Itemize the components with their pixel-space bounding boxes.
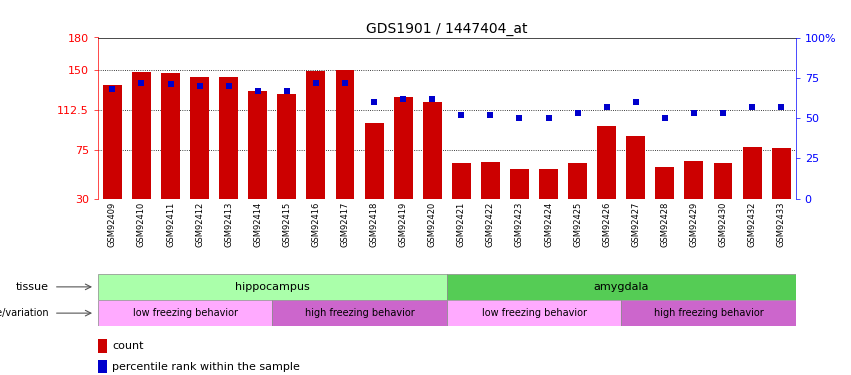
Bar (306, 71, 325, 199)
Bar (452, 163, 471, 199)
Point (745, 104, 759, 110)
Bar (220, 77, 238, 199)
Point (658, 115, 671, 121)
Bar (621, 300, 796, 326)
Bar (248, 91, 267, 199)
Text: genotype/variation: genotype/variation (0, 308, 49, 318)
Text: hippocampus: hippocampus (235, 282, 310, 292)
Text: tissue: tissue (16, 282, 49, 292)
Bar (98, 360, 107, 373)
Point (222, 83, 236, 89)
Point (163, 81, 177, 87)
Point (687, 110, 700, 116)
Point (193, 83, 207, 89)
Bar (132, 72, 151, 199)
Bar (277, 94, 296, 199)
Text: count: count (112, 341, 144, 351)
Bar (597, 126, 616, 199)
Text: low freezing behavior: low freezing behavior (133, 308, 237, 318)
Bar (510, 169, 529, 199)
Point (542, 115, 556, 121)
Bar (190, 77, 209, 199)
Bar (626, 136, 645, 199)
Bar (161, 73, 180, 199)
Bar (98, 300, 272, 326)
Text: high freezing behavior: high freezing behavior (305, 308, 414, 318)
Point (338, 80, 351, 86)
Bar (481, 162, 500, 199)
Bar (713, 163, 733, 199)
Bar (423, 102, 442, 199)
Title: GDS1901 / 1447404_at: GDS1901 / 1447404_at (366, 22, 528, 36)
Bar (98, 274, 447, 300)
Bar (98, 339, 107, 352)
Text: amygdala: amygdala (593, 282, 649, 292)
Text: high freezing behavior: high freezing behavior (654, 308, 763, 318)
Point (774, 104, 788, 110)
Bar (684, 161, 704, 199)
Bar (447, 300, 621, 326)
Bar (743, 147, 762, 199)
Point (512, 115, 526, 121)
Point (106, 86, 119, 92)
Point (309, 80, 323, 86)
Bar (655, 166, 674, 199)
Point (454, 112, 468, 118)
Point (368, 99, 381, 105)
Point (600, 104, 614, 110)
Bar (394, 97, 413, 199)
Point (483, 112, 497, 118)
Point (717, 110, 730, 116)
Text: percentile rank within the sample: percentile rank within the sample (112, 362, 300, 372)
Point (134, 80, 148, 86)
Text: low freezing behavior: low freezing behavior (482, 308, 586, 318)
Point (571, 110, 585, 116)
Point (629, 99, 643, 105)
Point (426, 96, 439, 102)
Bar (568, 163, 587, 199)
Bar (539, 169, 558, 199)
Bar (364, 123, 384, 199)
Bar (272, 300, 447, 326)
Point (280, 88, 294, 94)
Bar (772, 148, 791, 199)
Bar (335, 70, 355, 199)
Point (397, 96, 410, 102)
Bar (103, 85, 122, 199)
Point (251, 88, 265, 94)
Bar (447, 274, 796, 300)
